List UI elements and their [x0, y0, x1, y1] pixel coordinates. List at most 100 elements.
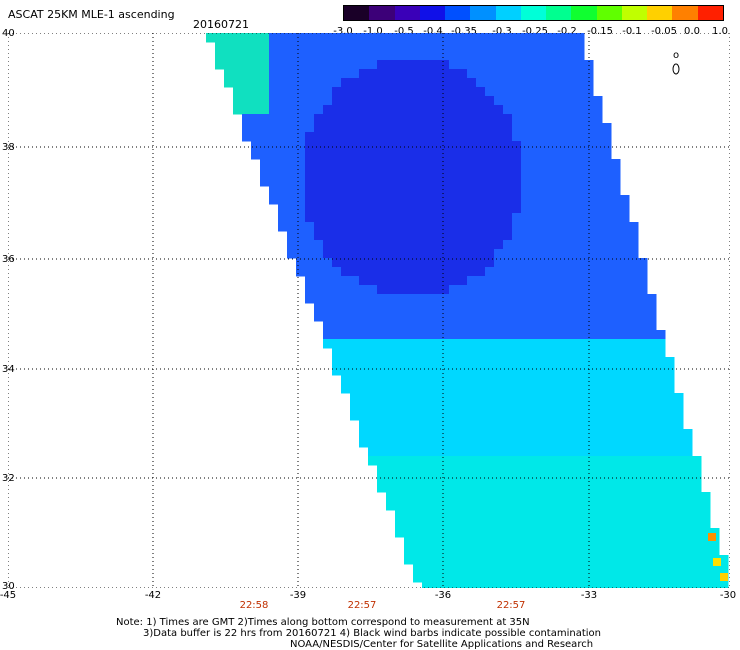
swath-map: o — [8, 33, 730, 588]
swath-cell — [287, 240, 297, 250]
swath-cell — [620, 510, 630, 520]
swath-cell — [485, 348, 495, 358]
swath-cell — [521, 375, 531, 385]
swath-cell — [233, 69, 243, 79]
swath-cell — [260, 60, 270, 70]
swath-cell — [647, 429, 657, 439]
swath-cell — [602, 393, 612, 403]
swath-cell — [332, 312, 342, 322]
colorbar-label: -0.15 — [587, 26, 613, 37]
swath-cell — [242, 114, 252, 124]
swath-cell — [404, 339, 414, 349]
swath-cell — [314, 78, 324, 88]
swath-cell — [611, 537, 621, 547]
swath-cell — [548, 267, 558, 277]
swath-cell — [566, 186, 576, 196]
lat-label: 34 — [2, 364, 15, 375]
swath-cell — [386, 357, 396, 367]
swath-cell — [476, 375, 486, 385]
swath-cell — [458, 303, 468, 313]
swath-cell — [458, 510, 468, 520]
swath-cell — [593, 159, 603, 169]
swath-cell — [386, 420, 396, 430]
swath-cell — [269, 159, 279, 169]
swath-cell — [467, 258, 477, 268]
swath-cell — [575, 339, 585, 349]
swath-cell — [638, 393, 648, 403]
swath-cell — [656, 438, 666, 448]
swath-cell — [548, 258, 558, 268]
swath-cell — [359, 411, 369, 421]
swath-cell — [602, 429, 612, 439]
swath-cell — [575, 69, 585, 79]
swath-cell — [611, 195, 621, 205]
swath-cell — [386, 267, 396, 277]
swath-cell — [629, 312, 639, 322]
swath-cell — [602, 213, 612, 223]
swath-cell — [512, 375, 522, 385]
swath-cell — [323, 231, 333, 241]
swath-cell — [557, 249, 567, 259]
swath-cell — [305, 78, 315, 88]
swath-cell — [458, 420, 468, 430]
swath-cell — [584, 195, 594, 205]
swath-cell — [422, 105, 432, 115]
swath-cell — [359, 357, 369, 367]
swath-cell — [323, 186, 333, 196]
swath-cell — [395, 177, 405, 187]
swath-cell — [422, 519, 432, 529]
swath-cell — [458, 60, 468, 70]
swath-cell — [350, 60, 360, 70]
swath-cell — [350, 123, 360, 133]
swath-cell — [422, 438, 432, 448]
swath-cell — [512, 312, 522, 322]
swath-cell — [440, 141, 450, 151]
swath-cell — [449, 87, 459, 97]
swath-cell — [404, 195, 414, 205]
swath-cell — [314, 42, 324, 52]
swath-cell — [251, 78, 261, 88]
swath-cell — [413, 420, 423, 430]
swath-cell — [566, 150, 576, 160]
swath-cell — [557, 375, 567, 385]
swath-cell — [575, 276, 585, 286]
swath-cell — [323, 222, 333, 232]
swath-cell — [332, 51, 342, 61]
swath-cell — [494, 555, 504, 565]
swath-cell — [539, 483, 549, 493]
swath-cell — [242, 33, 252, 43]
swath-cell — [512, 564, 522, 574]
swath-cell — [395, 78, 405, 88]
swath-cell — [512, 555, 522, 565]
swath-cell — [575, 474, 585, 484]
swath-cell — [647, 384, 657, 394]
swath-cell — [449, 123, 459, 133]
swath-cell — [620, 249, 630, 259]
swath-cell — [674, 582, 684, 588]
swath-cell — [458, 240, 468, 250]
swath-cell — [287, 222, 297, 232]
swath-cell — [602, 465, 612, 475]
swath-cell — [449, 96, 459, 106]
swath-cell — [683, 501, 693, 511]
swath-cell — [530, 213, 540, 223]
swath-cell — [512, 483, 522, 493]
swath-cell — [575, 258, 585, 268]
swath-cell — [566, 519, 576, 529]
swath-cell — [377, 87, 387, 97]
swath-cell — [431, 573, 441, 583]
swath-cell — [557, 141, 567, 151]
swath-cell — [314, 123, 324, 133]
swath-cell — [467, 159, 477, 169]
swath-cell — [512, 159, 522, 169]
swath-cell — [404, 231, 414, 241]
swath-cell — [647, 546, 657, 556]
lat-label: 32 — [2, 473, 15, 484]
swath-cell — [350, 96, 360, 106]
swath-cell — [323, 321, 333, 331]
wind-barb-symbol — [672, 63, 680, 75]
swath-cell — [314, 60, 324, 70]
swath-cell — [638, 537, 648, 547]
swath-cell — [449, 573, 459, 583]
swath-cell — [332, 357, 342, 367]
